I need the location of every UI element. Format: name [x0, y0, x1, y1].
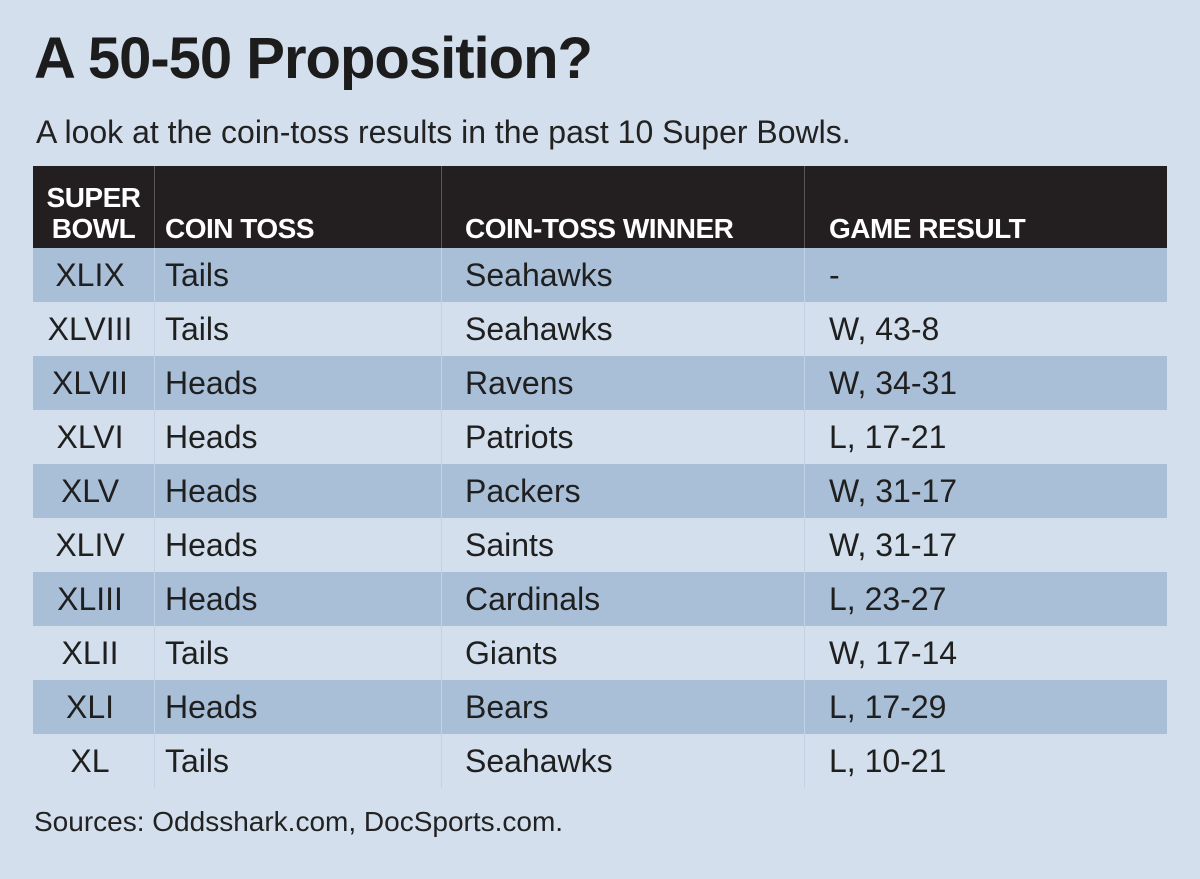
- chart-subtitle: A look at the coin-toss results in the p…: [36, 114, 851, 150]
- super-bowl-cell: XLIX: [55, 257, 125, 293]
- header-divider: [804, 166, 805, 248]
- column-divider: [441, 572, 442, 626]
- table-row: XLVII Heads Ravens W, 34-31: [33, 356, 1167, 410]
- coin-toss-cell: Tails: [165, 743, 230, 779]
- result-cell: W, 34-31: [829, 365, 958, 401]
- super-bowl-cell: XLIV: [55, 527, 125, 563]
- table-row: XLII Tails Giants W, 17-14: [33, 626, 1167, 680]
- result-cell: W, 31-17: [829, 473, 958, 509]
- coin-toss-cell: Heads: [165, 527, 258, 563]
- column-divider: [441, 356, 442, 410]
- column-divider: [804, 464, 805, 518]
- coin-toss-cell: Tails: [165, 635, 230, 671]
- column-divider: [441, 248, 442, 302]
- winner-cell: Ravens: [465, 365, 574, 401]
- column-divider: [441, 626, 442, 680]
- super-bowl-cell: XL: [70, 743, 110, 779]
- column-divider: [154, 302, 155, 356]
- table-row: XLIII Heads Cardinals L, 23-27: [33, 572, 1167, 626]
- winner-cell: Cardinals: [465, 581, 601, 617]
- coin-toss-cell: Heads: [165, 689, 258, 725]
- table-row: XLIX Tails Seahawks -: [33, 248, 1167, 302]
- column-divider: [154, 248, 155, 302]
- winner-cell: Patriots: [465, 419, 574, 455]
- column-divider: [154, 680, 155, 734]
- column-divider: [804, 356, 805, 410]
- column-divider: [804, 302, 805, 356]
- header-super-bowl-line1: SUPER: [46, 182, 141, 213]
- source-note: Sources: Oddsshark.com, DocSports.com.: [34, 806, 564, 837]
- result-cell: L, 17-21: [829, 419, 947, 455]
- table-row: XLVI Heads Patriots L, 17-21: [33, 410, 1167, 464]
- table-row: XLV Heads Packers W, 31-17: [33, 464, 1167, 518]
- header-game-result: GAME RESULT: [829, 213, 1026, 244]
- result-cell: -: [829, 257, 840, 293]
- coin-toss-cell: Tails: [165, 311, 230, 347]
- header-divider: [441, 166, 442, 248]
- column-divider: [804, 680, 805, 734]
- column-divider: [441, 410, 442, 464]
- table-row: XL Tails Seahawks L, 10-21: [33, 734, 1167, 788]
- super-bowl-cell: XLI: [65, 689, 115, 725]
- winner-cell: Seahawks: [465, 257, 613, 293]
- header-coin-toss-winner: COIN-TOSS WINNER: [465, 213, 734, 244]
- column-divider: [154, 464, 155, 518]
- column-divider: [804, 734, 805, 788]
- winner-cell: Giants: [465, 635, 558, 671]
- header-coin-toss: COIN TOSS: [165, 213, 315, 244]
- table-row: XLIV Heads Saints W, 31-17: [33, 518, 1167, 572]
- super-bowl-cell: XLIII: [57, 581, 123, 617]
- winner-cell: Seahawks: [465, 743, 613, 779]
- column-divider: [154, 518, 155, 572]
- column-divider: [441, 302, 442, 356]
- winner-cell: Seahawks: [465, 311, 613, 347]
- table-header: SUPER BOWL COIN TOSS COIN-TOSS WINNER GA…: [33, 166, 1167, 248]
- header-divider: [154, 166, 155, 248]
- chart-title: A 50-50 Proposition?: [34, 26, 593, 91]
- super-bowl-cell: XLVII: [52, 365, 128, 401]
- coin-toss-cell: Heads: [165, 473, 258, 509]
- table-body: XLIX Tails Seahawks - XLVIII Tails Seahawks W, …: [33, 248, 1167, 788]
- column-divider: [804, 572, 805, 626]
- super-bowl-cell: XLVIII: [47, 311, 133, 347]
- result-cell: L, 17-29: [829, 689, 947, 725]
- column-divider: [154, 410, 155, 464]
- coin-toss-cell: Heads: [165, 365, 258, 401]
- result-cell: L, 10-21: [829, 743, 947, 779]
- winner-cell: Packers: [465, 473, 581, 509]
- column-divider: [441, 464, 442, 518]
- column-divider: [441, 518, 442, 572]
- super-bowl-cell: XLV: [60, 473, 120, 509]
- result-cell: L, 23-27: [829, 581, 947, 617]
- result-cell: W, 17-14: [829, 635, 958, 671]
- super-bowl-cell: XLII: [61, 635, 119, 671]
- result-cell: W, 43-8: [829, 311, 940, 347]
- column-divider: [804, 410, 805, 464]
- column-divider: [804, 248, 805, 302]
- column-divider: [154, 572, 155, 626]
- winner-cell: Saints: [465, 527, 554, 563]
- coin-toss-cell: Heads: [165, 581, 258, 617]
- column-divider: [804, 518, 805, 572]
- coin-toss-cell: Tails: [165, 257, 230, 293]
- winner-cell: Bears: [465, 689, 549, 725]
- column-divider: [441, 680, 442, 734]
- column-divider: [804, 626, 805, 680]
- column-divider: [154, 626, 155, 680]
- header-super-bowl: SUPER BOWL: [33, 182, 154, 244]
- column-divider: [154, 356, 155, 410]
- coin-toss-cell: Heads: [165, 419, 258, 455]
- table-row: XLVIII Tails Seahawks W, 43-8: [33, 302, 1167, 356]
- column-divider: [154, 734, 155, 788]
- column-divider: [441, 734, 442, 788]
- super-bowl-cell: XLVI: [56, 419, 124, 455]
- coin-toss-table: SUPER BOWL COIN TOSS COIN-TOSS WINNER GA…: [33, 166, 1167, 788]
- header-super-bowl-line2: BOWL: [51, 213, 136, 244]
- table-row: XLI Heads Bears L, 17-29: [33, 680, 1167, 734]
- result-cell: W, 31-17: [829, 527, 958, 563]
